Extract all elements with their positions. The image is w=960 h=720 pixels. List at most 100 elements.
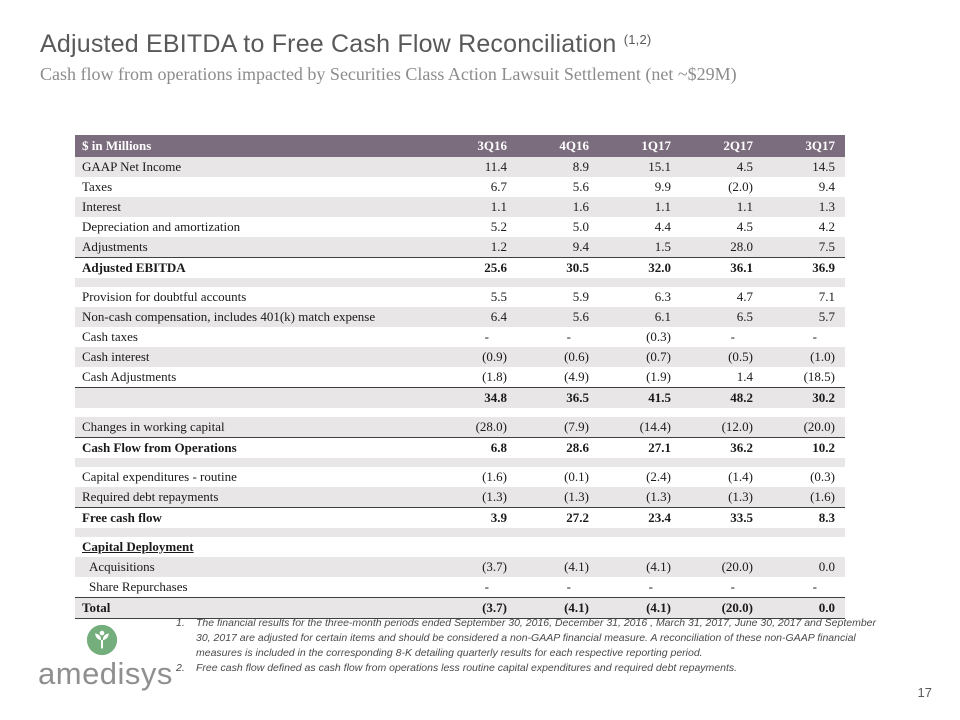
cell-value: 30.2 — [763, 387, 845, 408]
amedisys-logo: amedisys — [38, 624, 188, 692]
table-row: Cash Flow from Operations 6.8 28.6 27.1 36.2… — [75, 438, 845, 459]
page-number: 17 — [917, 685, 932, 700]
cell-value: - — [435, 577, 517, 598]
cell-value: (1.6) — [482, 469, 507, 484]
row-label: Capital expenditures - routine — [82, 469, 237, 484]
table-row: Provision for doubtful accounts 5.5 5.9 6.3… — [75, 287, 845, 307]
cell-value: 4.5 — [736, 219, 753, 234]
row-label: Taxes — [82, 179, 113, 194]
cell-value: (0.9) — [435, 347, 517, 367]
cell-value: (1.8) — [435, 367, 517, 388]
table-row: Cash taxes - - (0.3) - - — [75, 327, 845, 347]
table-row: Free cash flow 3.9 27.2 23.4 33.5 8.3 — [75, 508, 845, 529]
cell-value: 4.5 — [681, 157, 763, 177]
cell-value: (2.0) — [728, 179, 753, 194]
cell-value: 6.8 — [490, 440, 507, 455]
cell-value: (0.1) — [564, 469, 589, 484]
row-label: Interest — [75, 197, 435, 217]
cell-value: 25.6 — [484, 260, 507, 275]
cell-value: 23.4 — [648, 510, 671, 525]
cell-value: 41.5 — [599, 387, 681, 408]
cell-value: - — [517, 577, 599, 598]
cell-value: 14.5 — [763, 157, 845, 177]
cell-value: 5.6 — [517, 307, 599, 327]
cell-value: 36.9 — [812, 260, 835, 275]
cell-value: (3.7) — [435, 557, 517, 577]
cell-value: 5.6 — [572, 179, 589, 194]
cell-value: 1.5 — [599, 237, 681, 258]
column-header-2Q17: 2Q17 — [681, 135, 763, 157]
cell-value: 6.4 — [435, 307, 517, 327]
cell-value: 1.1 — [599, 197, 681, 217]
cell-value: (1.3) — [517, 487, 599, 508]
page-subtitle: Cash flow from operations impacted by Se… — [40, 64, 737, 84]
cell-value: 6.7 — [490, 179, 507, 194]
footnote-number: 1. — [176, 617, 185, 629]
cell-value — [763, 537, 845, 557]
cell-value: (4.9) — [517, 367, 599, 388]
cell-value: 9.4 — [818, 179, 835, 194]
table-row: Acquisitions (3.7) (4.1) (4.1) (20.0) 0.0 — [75, 557, 845, 577]
table-row: Depreciation and amortization 5.2 5.0 4.4 4.… — [75, 217, 845, 237]
row-label: Non-cash compensation, includes 401(k) m… — [75, 307, 435, 327]
row-label: Free cash flow — [82, 510, 162, 525]
cell-value: 15.1 — [599, 157, 681, 177]
cell-value: (1.6) — [763, 487, 845, 508]
table-row: Adjusted EBITDA 25.6 30.5 32.0 36.1 36.9 — [75, 258, 845, 279]
cell-value: (0.7) — [599, 347, 681, 367]
cell-value — [681, 537, 763, 557]
cell-value: 7.5 — [763, 237, 845, 258]
cell-value: 0.0 — [763, 597, 845, 619]
page-title-text: Adjusted EBITDA to Free Cash Flow Reconc… — [40, 30, 617, 58]
cell-value: (0.6) — [517, 347, 599, 367]
column-header-3Q17: 3Q17 — [763, 135, 845, 157]
cell-value: 6.5 — [681, 307, 763, 327]
cell-value: - — [484, 329, 489, 344]
cell-value: 48.2 — [681, 387, 763, 408]
reconciliation-table: $ in Millions 3Q16 4Q16 1Q17 2Q17 3Q17 GAAP N… — [75, 135, 845, 619]
spacer-cell — [75, 458, 845, 467]
cell-value: 7.1 — [818, 289, 835, 304]
cell-value: (1.3) — [681, 487, 763, 508]
cell-value: - — [566, 329, 571, 344]
footnote-1: 1. The financial results for the three-m… — [176, 616, 876, 661]
cell-value: 28.6 — [566, 440, 589, 455]
cell-value: (7.9) — [517, 417, 599, 438]
row-label: Changes in working capital — [75, 417, 435, 438]
row-label: Adjusted EBITDA — [82, 260, 186, 275]
cell-value: 1.3 — [763, 197, 845, 217]
table-row: Share Repurchases - - - - - — [75, 577, 845, 598]
spacer-row — [75, 278, 845, 287]
cell-value: - — [599, 577, 681, 598]
cell-value: (1.4) — [728, 469, 753, 484]
cell-value: (28.0) — [435, 417, 517, 438]
row-label: Share Repurchases — [75, 577, 435, 598]
footnote-2: 2. Free cash flow defined as cash flow f… — [176, 661, 876, 676]
cell-value: 36.2 — [730, 440, 753, 455]
column-header-1Q17: 1Q17 — [599, 135, 681, 157]
cell-value: 3.9 — [490, 510, 507, 525]
cell-value: (1.9) — [599, 367, 681, 388]
cell-value: 32.0 — [648, 260, 671, 275]
footnote-text: Free cash flow defined as cash flow from… — [196, 661, 738, 674]
cell-value: (0.3) — [646, 329, 671, 344]
cell-value: 8.3 — [818, 510, 835, 525]
table-row: Cash Adjustments (1.8) (4.9) (1.9) 1.4 (18.5) — [75, 367, 845, 388]
table-row: GAAP Net Income 11.4 8.9 15.1 4.5 14.5 — [75, 157, 845, 177]
table-row: Interest 1.1 1.6 1.1 1.1 1.3 — [75, 197, 845, 217]
row-label: Cash taxes — [82, 329, 138, 344]
amedisys-wordmark: amedisys — [38, 656, 173, 691]
cell-value: (1.3) — [599, 487, 681, 508]
cell-value: 6.1 — [599, 307, 681, 327]
cell-value — [517, 537, 599, 557]
cell-value: (0.3) — [810, 469, 835, 484]
cell-value: (12.0) — [681, 417, 763, 438]
cell-value: - — [681, 577, 763, 598]
cell-value: (20.0) — [763, 417, 845, 438]
table-row: Total (3.7) (4.1) (4.1) (20.0) 0.0 — [75, 597, 845, 619]
column-header-label: $ in Millions — [75, 135, 435, 157]
cell-value: 11.4 — [435, 157, 517, 177]
cell-value: (18.5) — [763, 367, 845, 388]
cell-value — [435, 537, 517, 557]
row-label: Capital Deployment — [82, 539, 194, 554]
